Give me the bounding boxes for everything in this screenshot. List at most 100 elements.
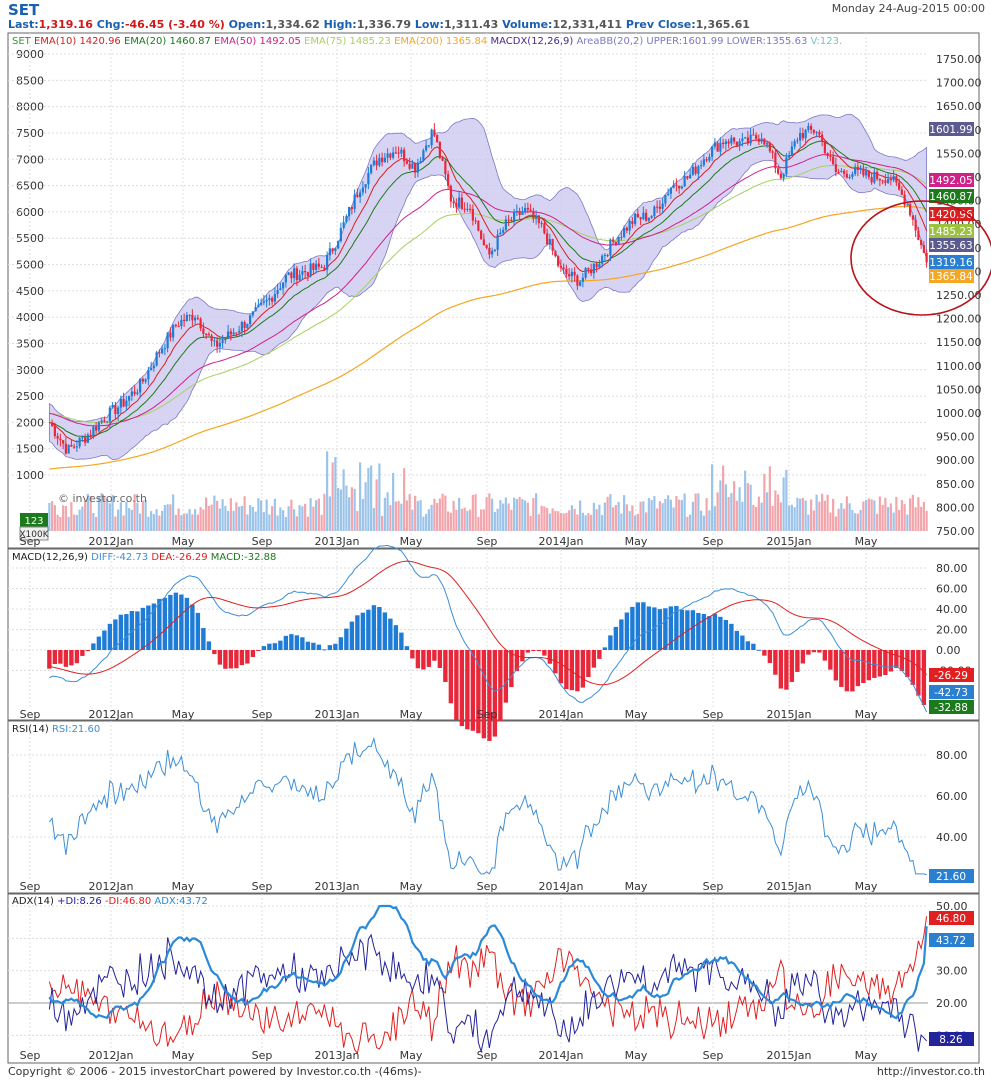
volume-bar xyxy=(136,502,139,531)
x-axis-tick: May xyxy=(400,708,423,721)
macd-histogram-bar xyxy=(74,650,80,664)
volume-bar xyxy=(370,465,373,531)
x-axis-tick: 2015Jan xyxy=(767,535,812,548)
price-axis-tick: 750.00 xyxy=(936,525,975,538)
macd-histogram-bar xyxy=(212,650,217,655)
candle-body xyxy=(661,203,664,209)
volume-bar xyxy=(262,512,265,531)
volume-bar xyxy=(634,515,637,531)
volume-bar xyxy=(73,514,76,531)
macd-histogram-bar xyxy=(91,643,96,650)
macd-histogram-bar xyxy=(146,605,151,650)
candle-body xyxy=(768,143,771,152)
price-axis-tick: 1700.00 xyxy=(936,77,982,90)
candle-body xyxy=(411,163,414,169)
candle-body xyxy=(636,213,639,218)
macd-histogram-bar xyxy=(399,632,404,650)
volume-bar xyxy=(474,494,477,531)
x-axis-tick: 2015Jan xyxy=(767,1049,812,1062)
candle-body xyxy=(405,161,408,164)
candle-body xyxy=(887,178,890,183)
macd-histogram-bar xyxy=(63,650,69,667)
volume-bar xyxy=(249,505,252,531)
candle-body xyxy=(378,157,381,166)
price-axis-tick: 800.00 xyxy=(936,501,975,514)
volume-bar xyxy=(856,513,859,531)
volume-bar xyxy=(185,513,188,531)
candle-body xyxy=(290,272,293,279)
volume-axis-tick: 4500 xyxy=(16,285,44,298)
volume-bar xyxy=(125,501,128,531)
candle-body xyxy=(158,352,161,354)
volume-bar xyxy=(460,508,463,531)
candle-body xyxy=(295,268,298,281)
candle-body xyxy=(914,219,917,231)
x-axis-tick: Sep xyxy=(252,708,273,721)
volume-bar xyxy=(892,512,895,531)
price-tag-value: 1355.63 xyxy=(929,240,972,252)
volume-bar xyxy=(177,508,180,531)
candle-body xyxy=(477,220,480,231)
volume-bar xyxy=(793,507,796,531)
candle-body xyxy=(766,143,769,145)
volume-bar xyxy=(738,487,741,531)
candle-body xyxy=(227,331,230,339)
candle-body xyxy=(150,368,153,371)
candle-body xyxy=(155,352,158,366)
volume-bar xyxy=(807,514,810,531)
volume-bar xyxy=(557,511,560,531)
adx-tag xyxy=(929,911,974,925)
volume-bar xyxy=(909,498,912,531)
x-axis-tick: Sep xyxy=(703,535,724,548)
macd-histogram-bar xyxy=(899,650,905,671)
macd-histogram-bar xyxy=(415,650,421,669)
macd-histogram-bar xyxy=(679,609,685,650)
price-tag xyxy=(929,238,974,252)
macd-histogram-bar xyxy=(206,641,212,650)
volume-bar xyxy=(785,469,788,531)
macd-histogram-bar xyxy=(492,650,498,737)
candle-body xyxy=(224,338,227,341)
candle-body xyxy=(205,333,208,335)
macd-tag xyxy=(929,668,974,682)
volume-bar xyxy=(900,500,903,531)
macd-histogram-bar xyxy=(470,650,476,731)
macd-histogram-bar xyxy=(404,646,410,650)
macd-histogram-bar xyxy=(608,635,613,650)
price-tag-value: 1319.16 xyxy=(929,257,973,269)
volume-bar xyxy=(867,498,870,531)
volume-bar xyxy=(755,507,758,531)
macd-histogram-bar xyxy=(377,607,382,650)
candle-body xyxy=(711,146,714,157)
macd-histogram-bar xyxy=(437,650,443,668)
volume-bar xyxy=(328,496,331,531)
macd-histogram-bar xyxy=(745,641,751,650)
candle-body xyxy=(675,184,678,186)
candle-body xyxy=(603,255,606,257)
candle-body xyxy=(845,173,848,178)
candle-body xyxy=(312,263,315,270)
candle-body xyxy=(496,234,499,250)
volume-bar xyxy=(510,509,513,531)
candle-body xyxy=(455,203,458,208)
volume-bar xyxy=(436,503,439,531)
volume-bar xyxy=(48,502,51,531)
volume-bar xyxy=(656,508,659,531)
volume-bar xyxy=(507,503,510,531)
volume-bar xyxy=(584,515,587,531)
macd-histogram-bar xyxy=(294,635,300,650)
rsi-axis-tick: 80.00 xyxy=(936,749,968,762)
volume-bar xyxy=(669,499,672,531)
volume-bar xyxy=(130,509,133,531)
volume-bar xyxy=(284,516,287,531)
macd-histogram-bar xyxy=(778,650,784,689)
candle-body xyxy=(790,146,793,156)
volume-bar xyxy=(812,510,815,531)
macd-histogram-bar xyxy=(646,606,652,650)
candle-body xyxy=(889,178,892,181)
volume-bar xyxy=(53,505,56,531)
candle-body xyxy=(774,152,777,169)
candle-body xyxy=(515,210,518,212)
volume-bar xyxy=(350,487,353,531)
candle-body xyxy=(89,434,92,436)
